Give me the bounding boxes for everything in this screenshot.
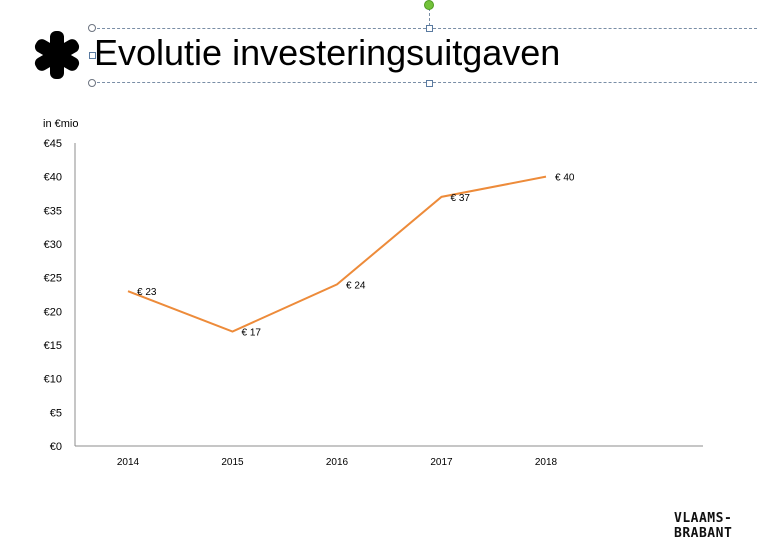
data-label: € 17 [242,328,262,339]
data-label: € 37 [451,193,471,204]
asterisk-icon [34,31,80,79]
resize-handle-bottom-left[interactable] [88,79,96,87]
x-tick-label: 2015 [221,457,244,468]
y-tick-label: €30 [44,239,62,251]
resize-handle-top-left[interactable] [88,24,96,32]
y-tick-label: €25 [44,273,62,285]
x-tick-label: 2016 [326,457,349,468]
y-tick-label: €20 [44,306,62,318]
logo-line-1: VLAAMS- [674,511,733,526]
data-label: € 23 [137,287,157,298]
data-label: € 24 [346,280,366,291]
title-placeholder-frame[interactable] [92,28,757,83]
y-tick-label: €5 [50,407,62,419]
y-tick-label: €10 [44,374,62,386]
rotate-stem [429,8,430,26]
x-tick-label: 2017 [430,457,453,468]
resize-handle-top-middle[interactable] [426,25,433,32]
y-tick-label: €15 [44,340,62,352]
series-line [127,175,547,333]
x-tick-label: 2014 [117,457,140,468]
slide-title[interactable]: Evolutie investeringsuitgaven [94,32,561,73]
y-axis-unit-label: in €mio [43,118,78,130]
y-tick-label: €40 [44,172,62,184]
x-tick-label: 2018 [535,457,558,468]
y-tick-label: €35 [44,205,62,217]
y-tick-label: €45 [44,138,62,150]
y-tick-label: €0 [50,441,62,453]
resize-handle-middle-left[interactable] [89,52,96,59]
data-label: € 40 [555,173,575,184]
resize-handle-bottom-middle[interactable] [426,80,433,87]
vlaams-brabant-logo: VLAAMS- BRABANT [674,511,732,541]
logo-line-2: BRABANT [674,526,733,541]
rotate-handle[interactable] [424,0,434,10]
